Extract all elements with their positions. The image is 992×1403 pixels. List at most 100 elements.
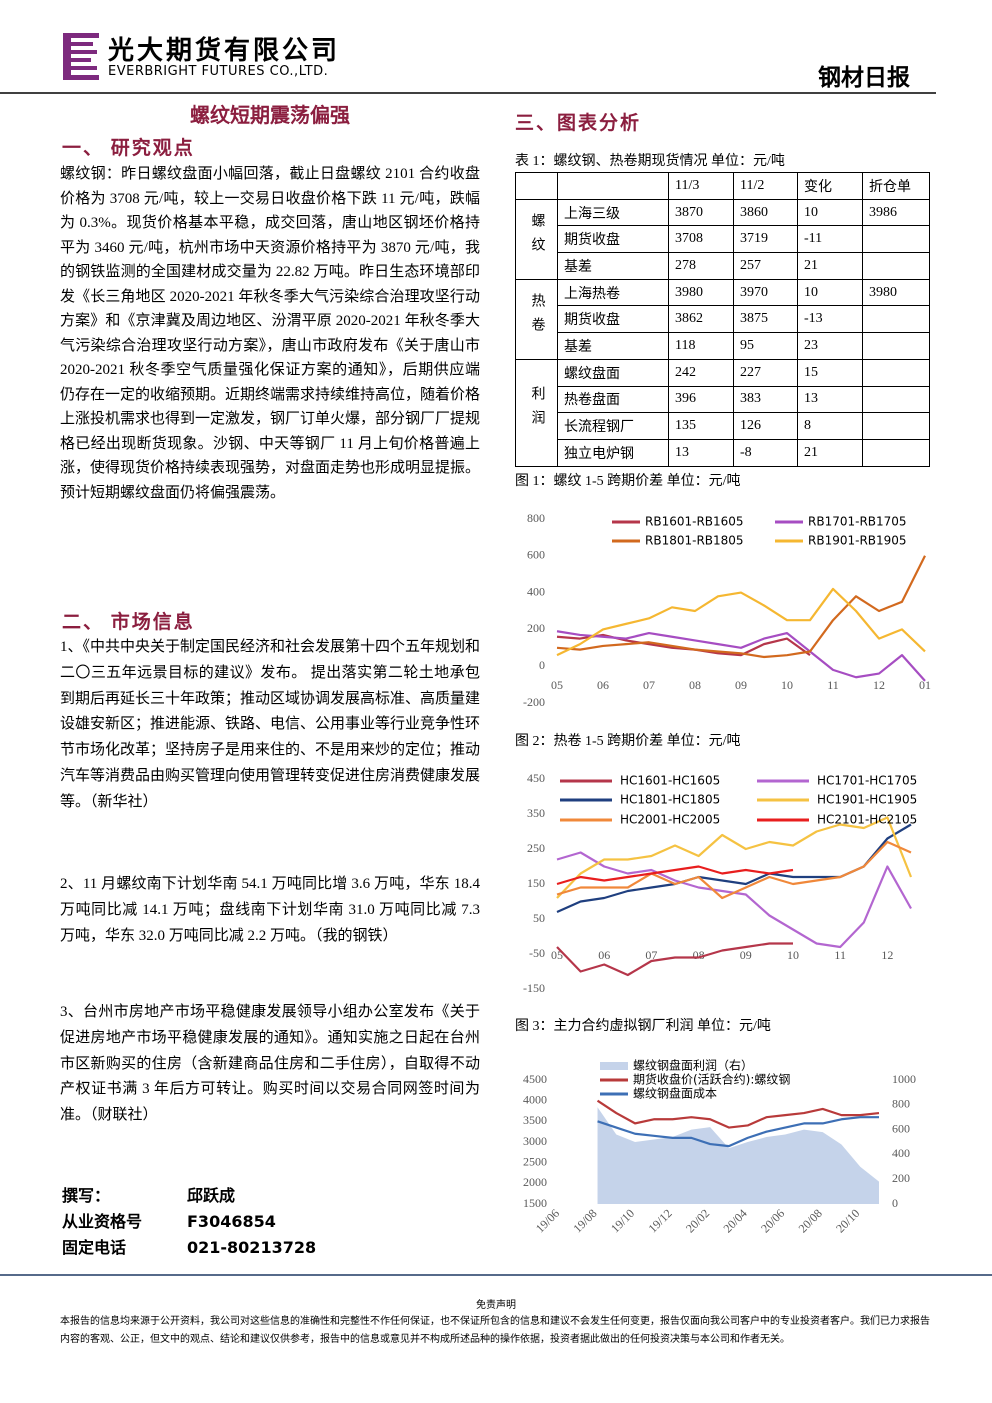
legend-label: 螺纹钢盘面利润（右） <box>633 1058 753 1073</box>
line <box>556 587 926 657</box>
author-value: 邱跃成 <box>187 1186 236 1205</box>
x-tick-label: 07 <box>645 948 657 962</box>
table-cell: 227 <box>733 358 798 387</box>
paragraph: 螺纹钢：昨日螺纹盘面小幅回落，截止日盘螺纹 2101 合约收盘价格为 3708 … <box>60 166 481 501</box>
x-tick-label: 11 <box>827 678 839 692</box>
table-cell: 15 <box>797 358 863 387</box>
table-cell: 126 <box>733 412 798 440</box>
table-cell: 期货收盘 <box>557 305 669 334</box>
legend-label: HC2101-HC2105 <box>817 813 917 827</box>
x-tick-label: 20/02 <box>683 1206 712 1235</box>
x-tick-label: 10 <box>781 678 793 692</box>
y2-tick-label: 1000 <box>892 1072 916 1086</box>
legend-label: RB1701-RB1705 <box>808 515 907 529</box>
table-cell: 10 <box>797 278 863 307</box>
x-tick-label: 19/06 <box>533 1206 562 1235</box>
company-name-en: EVERBRIGHT FUTURES CO.,LTD. <box>108 64 329 79</box>
section-heading: 二、 市场信息 <box>62 612 195 633</box>
x-tick-label: 11 <box>834 948 846 962</box>
x-tick-label: 01 <box>919 678 931 692</box>
legend-label: HC1801-HC1805 <box>620 793 720 807</box>
y-tick-label: 4000 <box>523 1092 547 1106</box>
header-cell: 11/2 <box>733 172 798 200</box>
legend-label: 螺纹钢盘面成本 <box>633 1086 717 1101</box>
disclaimer-heading: 免责声明 <box>476 1300 516 1311</box>
y2-tick-label: 600 <box>892 1121 910 1135</box>
y-tick-label: 3500 <box>523 1113 547 1127</box>
table-cell: 上海热卷 <box>557 278 669 307</box>
y-tick-label: 0 <box>539 658 545 672</box>
y-tick-label: 4500 <box>523 1072 547 1086</box>
table-cell: 3986 <box>862 198 930 227</box>
legend-label: RB1901-RB1905 <box>808 534 907 548</box>
table-cell: 242 <box>668 358 734 387</box>
table-cell: 3875 <box>733 305 798 334</box>
x-tick-label: 20/08 <box>796 1206 825 1235</box>
author-label: 从业资格号 <box>62 1212 143 1231</box>
legend-label: HC1901-HC1905 <box>817 793 917 807</box>
x-tick-label: 20/06 <box>758 1206 787 1235</box>
table-cell: 13 <box>797 385 863 414</box>
y2-tick-label: 0 <box>892 1196 898 1210</box>
x-tick-label: 19/12 <box>645 1206 674 1235</box>
y2-tick-label: 800 <box>892 1097 910 1111</box>
x-tick-label: 12 <box>873 678 885 692</box>
group-label-cell: 螺纹 <box>515 198 558 280</box>
company-name: 光大期货有限公司 <box>108 36 341 66</box>
y-tick-label: 50 <box>533 911 545 925</box>
header-cell: 折仓单 <box>862 172 930 200</box>
legend-label: RB1601-RB1605 <box>645 515 744 529</box>
table-header: 11/3 11/2 变化 折仓单 <box>515 172 930 200</box>
line <box>596 1099 880 1129</box>
table-cell: 118 <box>668 332 734 360</box>
author-value: 021-80213728 <box>187 1238 317 1257</box>
y-tick-label: -200 <box>523 695 545 709</box>
y-tick-label: 600 <box>527 548 545 562</box>
table-cell: 基差 <box>557 332 669 360</box>
logo <box>63 33 99 80</box>
report-title: 螺纹短期震荡偏强 <box>190 105 350 127</box>
legend-label: HC1701-HC1705 <box>817 774 917 788</box>
report-type: 钢材日报 <box>818 65 910 91</box>
table-cell: 3980 <box>862 278 930 307</box>
header-cell: 11/3 <box>668 172 734 200</box>
news-item: 2、11 月螺纹南下计划华南 54.1 万吨同比增 3.6 万吨，华东 18.4… <box>60 876 480 944</box>
x-tick-label: 19/10 <box>608 1206 637 1235</box>
table-cell: 278 <box>668 252 734 280</box>
table-caption: 表 1：螺纹钢、热卷期现货情况 单位：元/吨 <box>515 154 785 169</box>
header-graphics <box>0 33 936 94</box>
y-tick-label: 400 <box>527 584 545 598</box>
line <box>556 865 794 886</box>
line <box>556 630 926 682</box>
y-tick-label: 450 <box>527 771 545 785</box>
chart-title: 图 1：螺纹 1-5 跨期价差 单位：元/吨 <box>515 473 741 489</box>
y-tick-label: 350 <box>527 806 545 820</box>
chart-title: 图 2：热卷 1-5 跨期价差 单位：元/吨 <box>515 733 741 749</box>
table-cell: 396 <box>668 385 734 414</box>
author-row: 从业资格号 F3046854 <box>62 1209 442 1235</box>
line <box>556 942 793 977</box>
table-cell: 21 <box>797 252 863 280</box>
y-tick-label: 800 <box>527 511 545 525</box>
y-tick-label: 1500 <box>523 1196 547 1210</box>
legend-label: HC1601-HC1605 <box>620 774 720 788</box>
table-cell: 独立电炉钢 <box>557 438 669 467</box>
y-tick-label: 200 <box>527 621 545 635</box>
table-row: 热卷盘面 396 383 13 <box>516 385 930 414</box>
x-tick-label: 06 <box>598 948 610 962</box>
table-cell: 3719 <box>733 225 798 254</box>
line <box>556 851 912 949</box>
y2-tick-label: 200 <box>892 1171 910 1185</box>
y-tick-label: 2000 <box>523 1175 547 1189</box>
author-label: 撰写： <box>62 1186 111 1205</box>
x-tick-label: 10 <box>787 948 799 962</box>
table-cell: 螺纹盘面 <box>557 358 669 387</box>
y-tick-label: -150 <box>523 981 545 995</box>
line <box>556 840 912 900</box>
news-item: 3、台州市房地产市场平稳健康发展领导小组办公室发布《关于促进房地产市场平稳健康发… <box>60 1004 480 1124</box>
table-cell: 长流程钢厂 <box>557 412 669 440</box>
area <box>597 1107 879 1204</box>
legend-swatch <box>600 1062 628 1070</box>
y-tick-label: 2500 <box>523 1154 547 1168</box>
table-cell <box>862 438 930 467</box>
